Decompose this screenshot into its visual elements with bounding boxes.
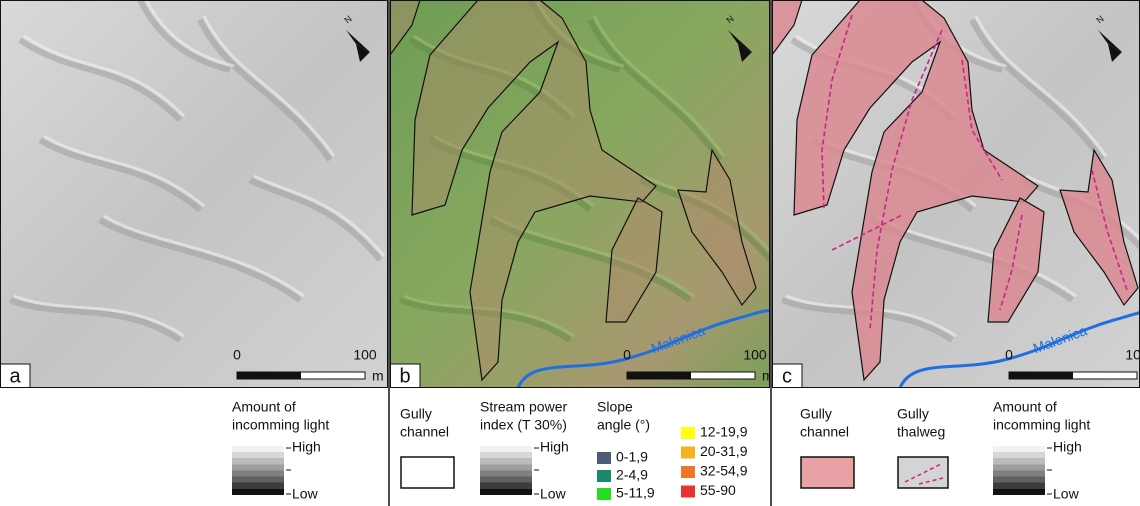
- legend-low: Low: [540, 486, 567, 502]
- legend-title: Slope: [597, 399, 633, 415]
- legend-high: High: [292, 439, 321, 455]
- legend-low: Low: [292, 486, 319, 502]
- class-swatch: [597, 488, 611, 500]
- scale-start: 0: [1005, 347, 1013, 363]
- legend-title: angle (°): [597, 417, 650, 433]
- class-swatch: [597, 470, 611, 482]
- scale-start: 0: [623, 347, 631, 363]
- class-swatch: [681, 447, 695, 459]
- class-swatch: [681, 486, 695, 498]
- class-label: 32-54,9: [700, 463, 748, 479]
- scale-unit: m: [762, 368, 774, 384]
- scale-bar-black: [237, 372, 301, 379]
- legend-title: Amount of: [232, 399, 296, 415]
- panel-label: b: [399, 365, 410, 387]
- legend-title: index (T 30%): [480, 417, 567, 433]
- legend-high: High: [540, 439, 569, 455]
- legend-swatch: [401, 457, 454, 488]
- legend-title: Gully: [400, 406, 432, 422]
- legend-title: incomming light: [993, 417, 1090, 433]
- legend-title: Amount of: [993, 399, 1057, 415]
- gradient-swatch: [232, 446, 284, 495]
- panel-label: a: [9, 365, 21, 387]
- scale-bar-black: [1009, 372, 1073, 379]
- scale-end: 100: [1125, 347, 1140, 363]
- class-label: 55-90: [700, 482, 736, 498]
- legend-title: Gully: [800, 406, 832, 422]
- panel-label: c: [782, 365, 792, 387]
- class-swatch: [681, 466, 695, 478]
- legend-swatch: [801, 457, 854, 488]
- class-label: 20-31,9: [700, 443, 748, 459]
- legend-title: channel: [400, 424, 449, 440]
- scale-end: 100: [353, 347, 377, 363]
- legend-title: Stream power: [480, 399, 567, 415]
- class-label: 12-19,9: [700, 424, 748, 440]
- legend-high: High: [1053, 439, 1082, 455]
- scale-bar-black: [627, 372, 691, 379]
- scale-unit: m: [372, 368, 384, 384]
- legend-title: channel: [800, 424, 849, 440]
- legend-title: thalweg: [897, 424, 945, 440]
- class-label: 2-4,9: [616, 467, 648, 483]
- figure: N0100maMalenicaN0100mbMalenicaN0100mc Am…: [0, 0, 1140, 506]
- map-panel: MalenicaN0100mc: [772, 0, 1140, 388]
- map-panel: N0100ma: [0, 0, 388, 388]
- class-swatch: [597, 452, 611, 464]
- class-swatch: [681, 427, 695, 439]
- class-label: 0-1,9: [616, 449, 648, 465]
- class-label: 5-11,9: [616, 485, 655, 501]
- legend-swatch: [898, 457, 948, 488]
- scale-start: 0: [233, 347, 241, 363]
- legend-title: Gully: [897, 406, 929, 422]
- legend-low: Low: [1053, 486, 1080, 502]
- gradient-swatch: [480, 446, 532, 495]
- scale-end: 100: [743, 347, 767, 363]
- map-panels: N0100maMalenicaN0100mbMalenicaN0100mc: [0, 0, 1140, 388]
- gradient-swatch: [993, 446, 1045, 495]
- legend-title: incomming light: [232, 417, 329, 433]
